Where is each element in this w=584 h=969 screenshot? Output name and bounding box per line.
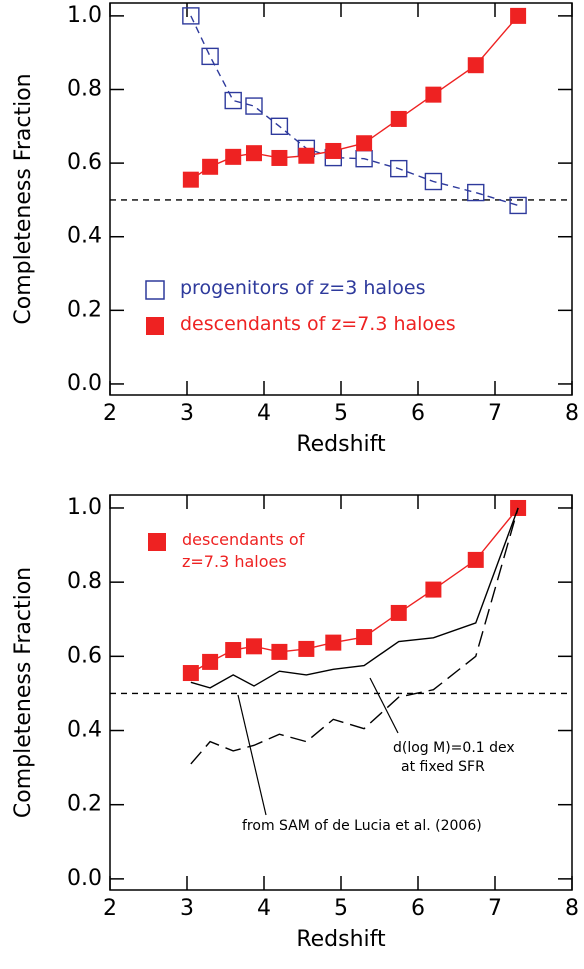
- series-line: [190, 15, 519, 207]
- y-tick-label: 0.2: [67, 792, 102, 817]
- x-tick-label: 6: [411, 896, 425, 921]
- marker: [509, 196, 527, 215]
- marker: [245, 145, 262, 162]
- marker: [390, 604, 407, 621]
- marker: [510, 499, 527, 516]
- x-tick-label: 4: [257, 896, 271, 921]
- legend-marker: [145, 280, 165, 300]
- x-tick-label: 4: [257, 401, 271, 426]
- marker: [467, 551, 484, 568]
- marker: [356, 629, 373, 646]
- marker: [225, 148, 242, 165]
- y-tick-label: 0.0: [67, 371, 102, 396]
- y-tick-label: 0.2: [67, 297, 102, 322]
- marker: [325, 142, 342, 159]
- y-tick-label: 0.6: [67, 643, 102, 668]
- y-tick-label: 0.8: [67, 569, 102, 594]
- marker: [425, 581, 442, 598]
- marker: [201, 47, 219, 66]
- marker: [390, 159, 408, 178]
- marker: [225, 642, 242, 659]
- x-tick-label: 8: [565, 896, 579, 921]
- x-tick-label: 2: [103, 401, 117, 426]
- marker: [270, 117, 289, 136]
- annotation: from SAM of de Lucia et al. (2006): [242, 818, 482, 834]
- legend-entry: progenitors of z=3 haloes: [180, 277, 426, 299]
- marker: [245, 97, 263, 115]
- x-tick-label: 3: [180, 896, 194, 921]
- legend-marker: [146, 317, 164, 335]
- marker: [271, 643, 288, 660]
- x-tick-label: 2: [103, 896, 117, 921]
- y-axis-label: Completeness Fraction: [11, 567, 36, 818]
- legend-label: descendants of z=7.3 haloes: [182, 530, 305, 571]
- y-tick-label: 1.0: [67, 3, 102, 28]
- marker: [202, 653, 219, 670]
- x-tick-label: 8: [565, 401, 579, 426]
- legend-marker: [148, 533, 166, 551]
- marker: [467, 183, 485, 202]
- y-tick-label: 0.0: [67, 866, 102, 891]
- x-axis-label: Redshift: [296, 432, 386, 457]
- marker: [424, 172, 443, 191]
- annotation: at fixed SFR: [401, 759, 485, 775]
- y-axis-label: Completeness Fraction: [11, 73, 36, 324]
- x-tick-label: 5: [334, 896, 348, 921]
- legend-label: descendants of z=7.3 haloes: [180, 313, 456, 335]
- legend-entry: descendants of z=7.3 haloes: [182, 530, 305, 571]
- marker: [510, 7, 527, 24]
- marker: [182, 171, 199, 188]
- marker: [390, 110, 407, 127]
- annotation-leader: [369, 677, 399, 734]
- annotation: d(log M)=0.1 dex: [393, 740, 515, 756]
- marker: [182, 7, 200, 25]
- marker: [271, 149, 288, 166]
- marker: [325, 634, 342, 651]
- x-axis-label: Redshift: [296, 927, 386, 952]
- y-tick-label: 0.6: [67, 150, 102, 175]
- x-tick-label: 7: [488, 401, 502, 426]
- marker: [467, 57, 484, 74]
- marker: [298, 640, 315, 657]
- marker: [245, 638, 262, 655]
- x-tick-label: 7: [488, 896, 502, 921]
- marker: [355, 149, 373, 168]
- y-tick-label: 0.8: [67, 76, 102, 101]
- marker: [182, 665, 199, 682]
- annotation-leader: [237, 694, 267, 816]
- marker: [356, 135, 373, 152]
- y-tick-label: 0.4: [67, 224, 102, 249]
- marker: [298, 147, 315, 164]
- marker: [224, 91, 242, 110]
- marker: [202, 158, 219, 175]
- series-line: [190, 507, 519, 765]
- y-tick-label: 1.0: [67, 495, 102, 520]
- marker: [425, 86, 442, 103]
- legend-label: progenitors of z=3 haloes: [180, 277, 426, 299]
- legend-entry: descendants of z=7.3 haloes: [180, 313, 456, 335]
- x-tick-label: 3: [180, 401, 194, 426]
- series-line: [190, 507, 519, 689]
- y-tick-label: 0.4: [67, 718, 102, 743]
- x-tick-label: 6: [411, 401, 425, 426]
- x-tick-label: 5: [334, 401, 348, 426]
